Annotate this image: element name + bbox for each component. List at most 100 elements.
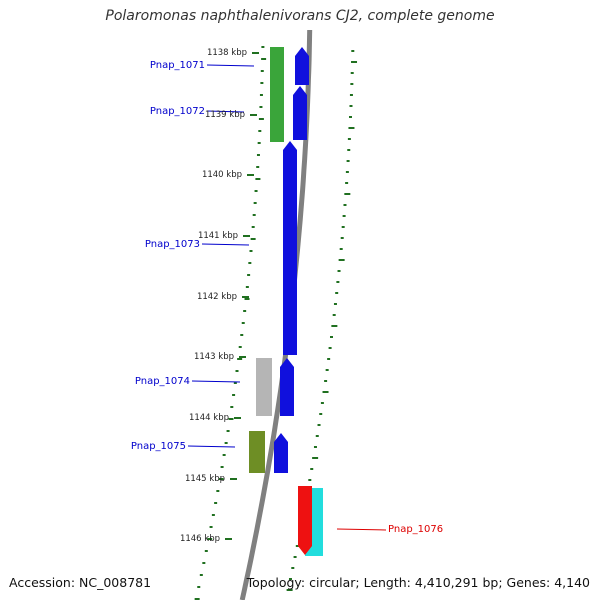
ring-dot bbox=[218, 478, 224, 480]
cog-block bbox=[270, 47, 284, 142]
ring-dot bbox=[346, 160, 350, 162]
gene-label: Pnap_1072 bbox=[150, 106, 205, 117]
ring-dot bbox=[350, 72, 354, 74]
ring-dot bbox=[308, 479, 312, 481]
ring-dot bbox=[322, 391, 329, 393]
ring-dot bbox=[247, 274, 251, 276]
ring-dot bbox=[331, 325, 338, 327]
gene-label-leader bbox=[191, 380, 241, 383]
ring-dot bbox=[197, 586, 201, 588]
ring-dot bbox=[349, 105, 353, 107]
ring-dot bbox=[345, 171, 349, 173]
scale-tick-label: 1145 kbp bbox=[185, 474, 225, 484]
ring-dot bbox=[327, 358, 331, 360]
ring-dot bbox=[333, 303, 337, 305]
ring-dot bbox=[261, 58, 267, 60]
ring-dot bbox=[253, 202, 257, 204]
ring-dot bbox=[220, 466, 224, 468]
ring-dot bbox=[343, 204, 347, 206]
ring-dot bbox=[228, 418, 234, 420]
ring-dot bbox=[243, 310, 247, 312]
ring-dot bbox=[254, 190, 258, 192]
ring-dot bbox=[204, 550, 208, 552]
ring-dot bbox=[256, 166, 260, 168]
ring-dot bbox=[241, 322, 245, 324]
ring-dot bbox=[261, 46, 265, 48]
ring-dot bbox=[226, 430, 230, 432]
ring-dot bbox=[293, 556, 297, 558]
ring-dot bbox=[332, 314, 336, 316]
ring-dot bbox=[337, 270, 341, 272]
ring-dot bbox=[202, 562, 206, 564]
scale-tick-label: 1140 kbp bbox=[202, 170, 242, 180]
gene-arrow bbox=[280, 358, 294, 416]
ring-dot bbox=[207, 538, 213, 540]
gene-arrow bbox=[295, 47, 309, 85]
ring-dot bbox=[319, 413, 323, 415]
scale-tick-mark bbox=[250, 114, 257, 116]
ring-dot bbox=[338, 259, 345, 261]
ring-dot bbox=[209, 526, 213, 528]
ring-dot bbox=[320, 402, 324, 404]
ring-dot bbox=[235, 370, 239, 372]
ring-dot bbox=[259, 106, 263, 108]
gene-label: Pnap_1071 bbox=[150, 60, 205, 71]
ring-dot bbox=[288, 578, 292, 580]
gene-arrows bbox=[274, 47, 312, 555]
gene-labels: Pnap_1071 Pnap_1072 Pnap_1073 Pnap_1074 Pnap… bbox=[131, 60, 443, 535]
gene-label-leader bbox=[206, 110, 245, 113]
scale-tick-mark bbox=[239, 356, 246, 358]
scale-tick-label: 1142 kbp bbox=[197, 292, 237, 302]
ring-dot bbox=[315, 435, 319, 437]
ring-dot bbox=[252, 214, 256, 216]
ring-dot bbox=[341, 226, 345, 228]
ring-dot bbox=[214, 502, 218, 504]
ring-dot bbox=[349, 94, 353, 96]
ring-dot bbox=[224, 442, 228, 444]
ring-dot bbox=[347, 138, 351, 140]
ring-dot bbox=[255, 178, 261, 180]
ring-dot bbox=[348, 127, 355, 129]
ring-dot bbox=[258, 118, 264, 120]
ring-dot bbox=[317, 424, 321, 426]
ring-dot bbox=[335, 292, 339, 294]
scale-tick-mark bbox=[242, 296, 249, 298]
ring-dot bbox=[339, 248, 343, 250]
scale-tick-label: 1146 kbp bbox=[180, 534, 220, 544]
ring-dot bbox=[249, 250, 253, 252]
gene-arrow bbox=[298, 486, 312, 555]
ring-dot bbox=[258, 130, 262, 132]
ring-dot bbox=[328, 347, 332, 349]
gene-arrow bbox=[274, 433, 288, 473]
ring-dot bbox=[336, 281, 340, 283]
ring-dot bbox=[260, 70, 264, 72]
scale-tick-mark bbox=[225, 538, 232, 540]
gene-label: Pnap_1076 bbox=[388, 524, 443, 535]
ring-dot bbox=[329, 336, 333, 338]
scale-tick-label: 1143 kbp bbox=[194, 352, 234, 362]
ring-dot bbox=[324, 380, 328, 382]
scale-tick-label: 1139 kbp bbox=[205, 110, 245, 120]
gene-label-leader bbox=[187, 445, 236, 448]
ring-dot bbox=[350, 83, 354, 85]
ring-dot bbox=[244, 298, 250, 300]
ring-dot bbox=[295, 545, 299, 547]
ring-dot bbox=[237, 358, 243, 360]
ring-dot bbox=[232, 394, 236, 396]
genome-stats-label: Topology: circular; Length: 4,410,291 bp… bbox=[246, 575, 590, 590]
gene-label-leader bbox=[206, 64, 255, 67]
ring-dot bbox=[194, 598, 200, 600]
accession-label: Accession: NC_008781 bbox=[9, 575, 152, 590]
genome-title: Polaromonas naphthalenivorans CJ2, compl… bbox=[105, 8, 495, 24]
cog-block bbox=[249, 431, 265, 473]
ring-dot bbox=[238, 346, 242, 348]
scale-tick-mark bbox=[243, 235, 250, 237]
gene-label: Pnap_1074 bbox=[135, 376, 190, 387]
ring-dot bbox=[211, 514, 215, 516]
gene-label-leader bbox=[336, 528, 387, 531]
ring-dot bbox=[348, 116, 352, 118]
ring-dot bbox=[240, 334, 244, 336]
gene-label-leader bbox=[201, 243, 250, 246]
scale-tick-mark bbox=[247, 174, 254, 176]
ring-dot bbox=[250, 238, 256, 240]
